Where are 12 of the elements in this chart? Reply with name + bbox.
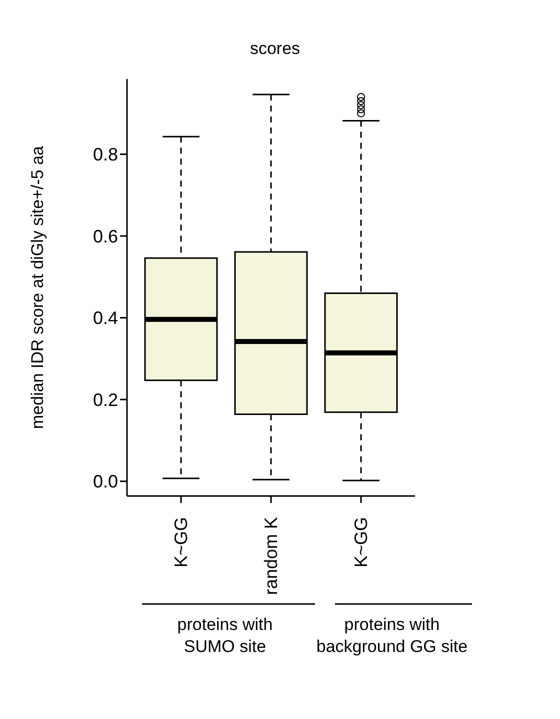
text: proteins with background GG site (316, 615, 468, 656)
y-tick-label: 0.6 (92, 226, 118, 246)
x-tick-label: K~GG (171, 517, 191, 568)
y-tick-label: 0.8 (92, 144, 118, 165)
text: proteins with SUMO site (177, 615, 273, 656)
y-axis-title: median IDR score at diGly site+/-5 aa (28, 145, 48, 429)
y-tick-label: 0.0 (92, 472, 118, 492)
y-tick-label: 0.4 (92, 308, 118, 328)
chart-title: scores (250, 39, 300, 58)
x-tick-label: random K (261, 517, 281, 596)
x-tick-label: K~GG (351, 517, 371, 568)
y-tick-label: 0.2 (92, 390, 118, 410)
